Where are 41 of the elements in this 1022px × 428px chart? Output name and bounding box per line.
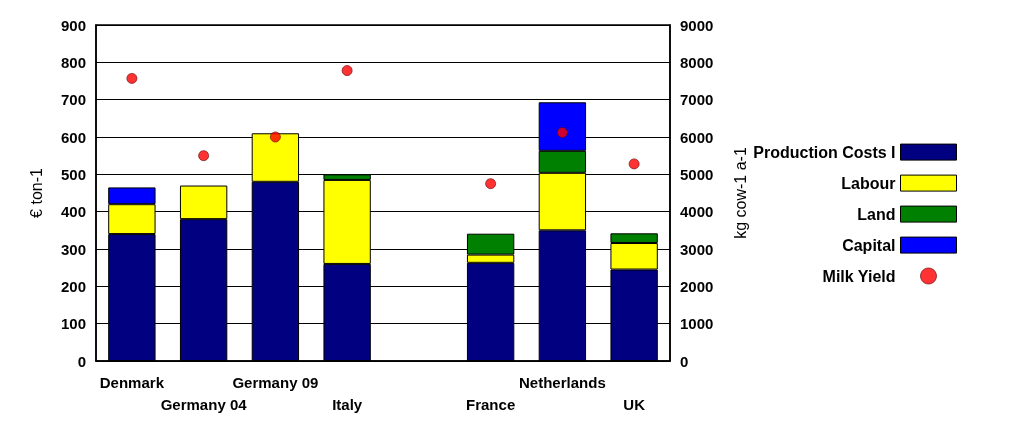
point xyxy=(126,72,138,84)
y2-tick-label: 5000 xyxy=(680,165,714,183)
y-tick-label: 300 xyxy=(60,240,86,258)
point xyxy=(198,150,210,162)
legend-label: Capital xyxy=(842,236,896,254)
point xyxy=(341,65,353,76)
x-tick-label: Germany 09 xyxy=(232,373,319,391)
legend-label: Production Costs I xyxy=(753,143,896,161)
y2-tick-label: 2000 xyxy=(680,277,714,295)
legend-label: Milk Yield xyxy=(822,267,896,285)
point xyxy=(269,131,281,143)
x-tick-label: Italy xyxy=(332,395,363,413)
x-tick-label: Netherlands xyxy=(519,373,606,391)
x-tick-label: UK xyxy=(623,395,646,413)
y-tick-label: 200 xyxy=(60,277,86,295)
y2-tick-label: 4000 xyxy=(680,203,714,221)
y-tick-label: 400 xyxy=(60,203,86,221)
y-tick-label: 800 xyxy=(60,53,86,71)
y-tick-label: 600 xyxy=(60,128,86,146)
x-tick-label: Denmark xyxy=(99,373,165,391)
legend-label: Land xyxy=(857,205,896,223)
y-tick-label: 0 xyxy=(77,352,86,370)
y2-tick-label: 9000 xyxy=(680,16,714,34)
y-tick-label: 700 xyxy=(60,91,86,109)
y-tick-label: 900 xyxy=(60,16,86,34)
point xyxy=(556,127,568,138)
point xyxy=(628,158,640,170)
y2-axis-title: kg cow-1 a-1 xyxy=(731,147,749,239)
y2-tick-label: 8000 xyxy=(680,53,714,71)
y-axis-title: € ton-1 xyxy=(27,167,45,218)
y2-tick-label: 0 xyxy=(680,352,689,370)
y2-tick-label: 1000 xyxy=(680,315,714,333)
x-tick-label: Germany 04 xyxy=(160,395,248,413)
x-tick-label: France xyxy=(466,395,516,413)
y-tick-label: 500 xyxy=(60,165,86,183)
legend-label: Labour xyxy=(841,174,896,192)
y2-tick-label: 3000 xyxy=(680,240,714,258)
y-tick-label: 100 xyxy=(60,315,86,333)
point xyxy=(485,178,497,190)
y2-tick-label: 6000 xyxy=(680,128,714,146)
y2-tick-label: 7000 xyxy=(680,91,714,109)
